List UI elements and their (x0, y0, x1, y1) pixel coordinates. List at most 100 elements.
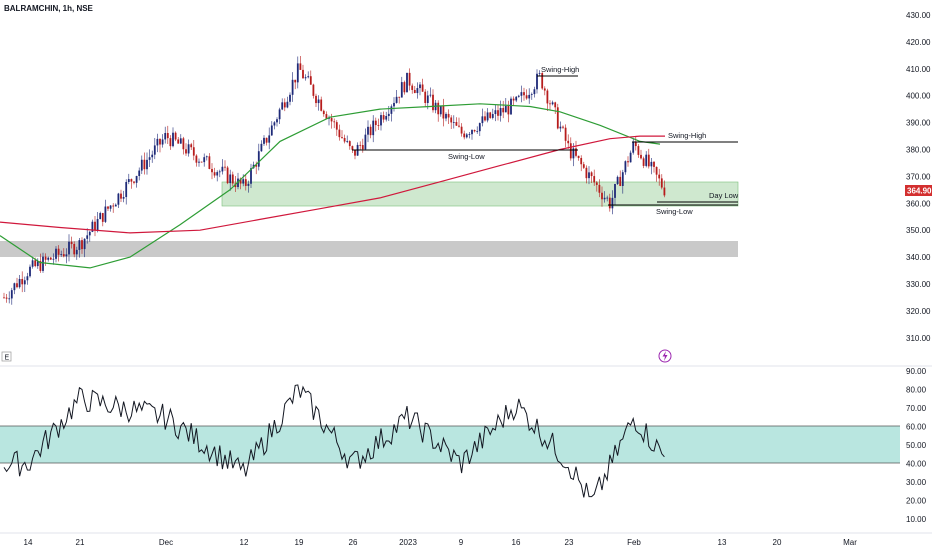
price-axis[interactable]: 430.00 420.00 410.00 400.00 390.00 380.00 370.… (906, 11, 931, 343)
symbol-title[interactable]: BALRAMCHIN, 1h, NSE (4, 4, 94, 13)
candle-body (567, 140, 570, 144)
candle-body (122, 197, 125, 199)
candle-body (478, 123, 481, 132)
candle-body (268, 135, 271, 143)
scale-badge-text: E (5, 355, 10, 362)
candle-body (512, 98, 515, 101)
candle-body (44, 256, 47, 260)
swing-low-label-1: Swing-Low (448, 152, 485, 161)
candle-body (146, 159, 148, 170)
candle-body (317, 99, 320, 104)
candle-body (309, 76, 312, 85)
candle-body (645, 154, 648, 166)
candle-body (559, 126, 562, 129)
demand-zone[interactable] (221, 181, 739, 207)
candle-body (101, 213, 104, 222)
candle-body (593, 176, 596, 183)
candle-body (36, 261, 39, 267)
rsi-pane[interactable]: 90.00 80.00 70.00 60.00 50.00 40.00 30.00 20.00… (0, 367, 927, 524)
rsi-tick-label: 30.00 (906, 478, 927, 487)
candle-body (104, 206, 107, 222)
candle-body (637, 146, 640, 155)
candle-body (62, 254, 65, 257)
candle-body (621, 172, 624, 186)
candle-body (525, 95, 528, 99)
candle-body (484, 116, 486, 121)
candle-body (78, 240, 81, 250)
time-tick-label: 20 (773, 538, 782, 547)
candle-body (419, 84, 421, 89)
time-axis[interactable]: 14 21 Dec 12 19 26 2023 9 16 23 Feb 13 20 Mar (24, 538, 858, 547)
candle-body (75, 249, 78, 255)
candle-body (169, 138, 172, 147)
candle-body (286, 101, 289, 108)
price-tick-label: 350.00 (906, 226, 931, 235)
candle-body (400, 82, 403, 98)
candle-body (156, 138, 159, 146)
candle-body (47, 257, 50, 260)
rsi-tick-label: 80.00 (906, 386, 927, 395)
grey-zone[interactable] (0, 241, 738, 257)
candle-body (143, 159, 146, 170)
candle-body (281, 102, 284, 110)
candle-body (585, 167, 588, 179)
candle-body (546, 90, 549, 104)
candle-body (52, 258, 55, 260)
candle-body (515, 96, 518, 101)
lightning-icon[interactable] (658, 349, 672, 363)
candle-body (341, 137, 343, 138)
candle-body (660, 178, 663, 188)
candle-body (294, 79, 297, 83)
candle-body (239, 178, 242, 184)
candle-body (135, 175, 138, 183)
candle-body (187, 144, 190, 154)
candle-body (107, 206, 109, 209)
candle-body (393, 102, 395, 107)
price-pane[interactable]: Swing-High Swing-Low Swing-High Day Low … (0, 4, 932, 363)
time-tick-label: 26 (349, 538, 358, 547)
scale-badge[interactable]: E (1, 351, 12, 362)
candle-body (421, 84, 424, 92)
candle-body (315, 95, 317, 104)
rsi-line (3, 384, 665, 498)
candle-body (312, 84, 315, 96)
sma-red-line (0, 135, 665, 234)
candle-body (117, 193, 120, 205)
candle-body (242, 179, 245, 184)
candle-body (510, 98, 512, 115)
candle-body (322, 110, 325, 115)
candle-body (601, 192, 603, 200)
candle-body (426, 95, 429, 103)
candle-body (57, 248, 60, 255)
candle-body (203, 157, 206, 163)
candle-body (211, 168, 213, 173)
candle-body (21, 278, 24, 285)
candle-body (377, 125, 380, 126)
candle-body (569, 143, 572, 159)
candle-body (460, 126, 463, 134)
candle-body (642, 158, 645, 166)
rsi-tick-label: 60.00 (906, 423, 927, 432)
candle-body (120, 193, 122, 199)
candle-body (151, 154, 154, 158)
candle-body (224, 166, 226, 168)
candle-body (502, 107, 505, 113)
candle-body (486, 112, 489, 121)
candle-body (125, 181, 128, 198)
time-tick-label: Mar (843, 538, 857, 547)
candle-body (65, 254, 68, 257)
time-tick-label: Dec (159, 538, 173, 547)
candle-body (629, 152, 632, 163)
price-tick-label: 420.00 (906, 38, 931, 47)
candle-body (494, 110, 497, 115)
last-price-tag[interactable]: 364.90 (905, 185, 932, 196)
candle-body (411, 85, 414, 90)
rsi-tick-label: 70.00 (906, 404, 927, 413)
rsi-axis[interactable]: 90.00 80.00 70.00 60.00 50.00 40.00 30.00 20.00… (906, 367, 927, 524)
candle-body (23, 280, 26, 285)
candle-body (273, 122, 276, 126)
price-tick-label: 320.00 (906, 307, 931, 316)
time-tick-label: 2023 (399, 538, 417, 547)
candle-body (55, 248, 57, 259)
